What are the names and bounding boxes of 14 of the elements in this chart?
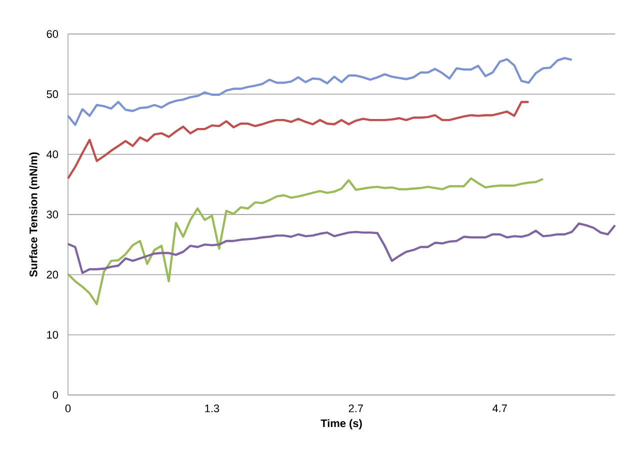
y-tick-label: 60 <box>46 30 58 38</box>
x-axis-title: Time (s) <box>320 419 362 430</box>
x-tick-label: 0 <box>65 404 71 412</box>
x-tick-label: 2.7 <box>348 404 363 412</box>
y-tick-label: 20 <box>46 270 58 279</box>
y-tick-label: 50 <box>46 90 58 98</box>
y-tick-label: 30 <box>46 210 58 218</box>
y-axis-title: Surface Tension (mN/m) <box>29 152 40 277</box>
line-series <box>66 56 573 126</box>
y-tick-label: 40 <box>46 150 58 158</box>
y-tick-label: 0 <box>52 391 58 399</box>
x-tick-label: 1.3 <box>205 404 220 412</box>
x-tick-label: 4.7 <box>492 404 507 412</box>
y-tick-label: 10 <box>47 330 58 339</box>
